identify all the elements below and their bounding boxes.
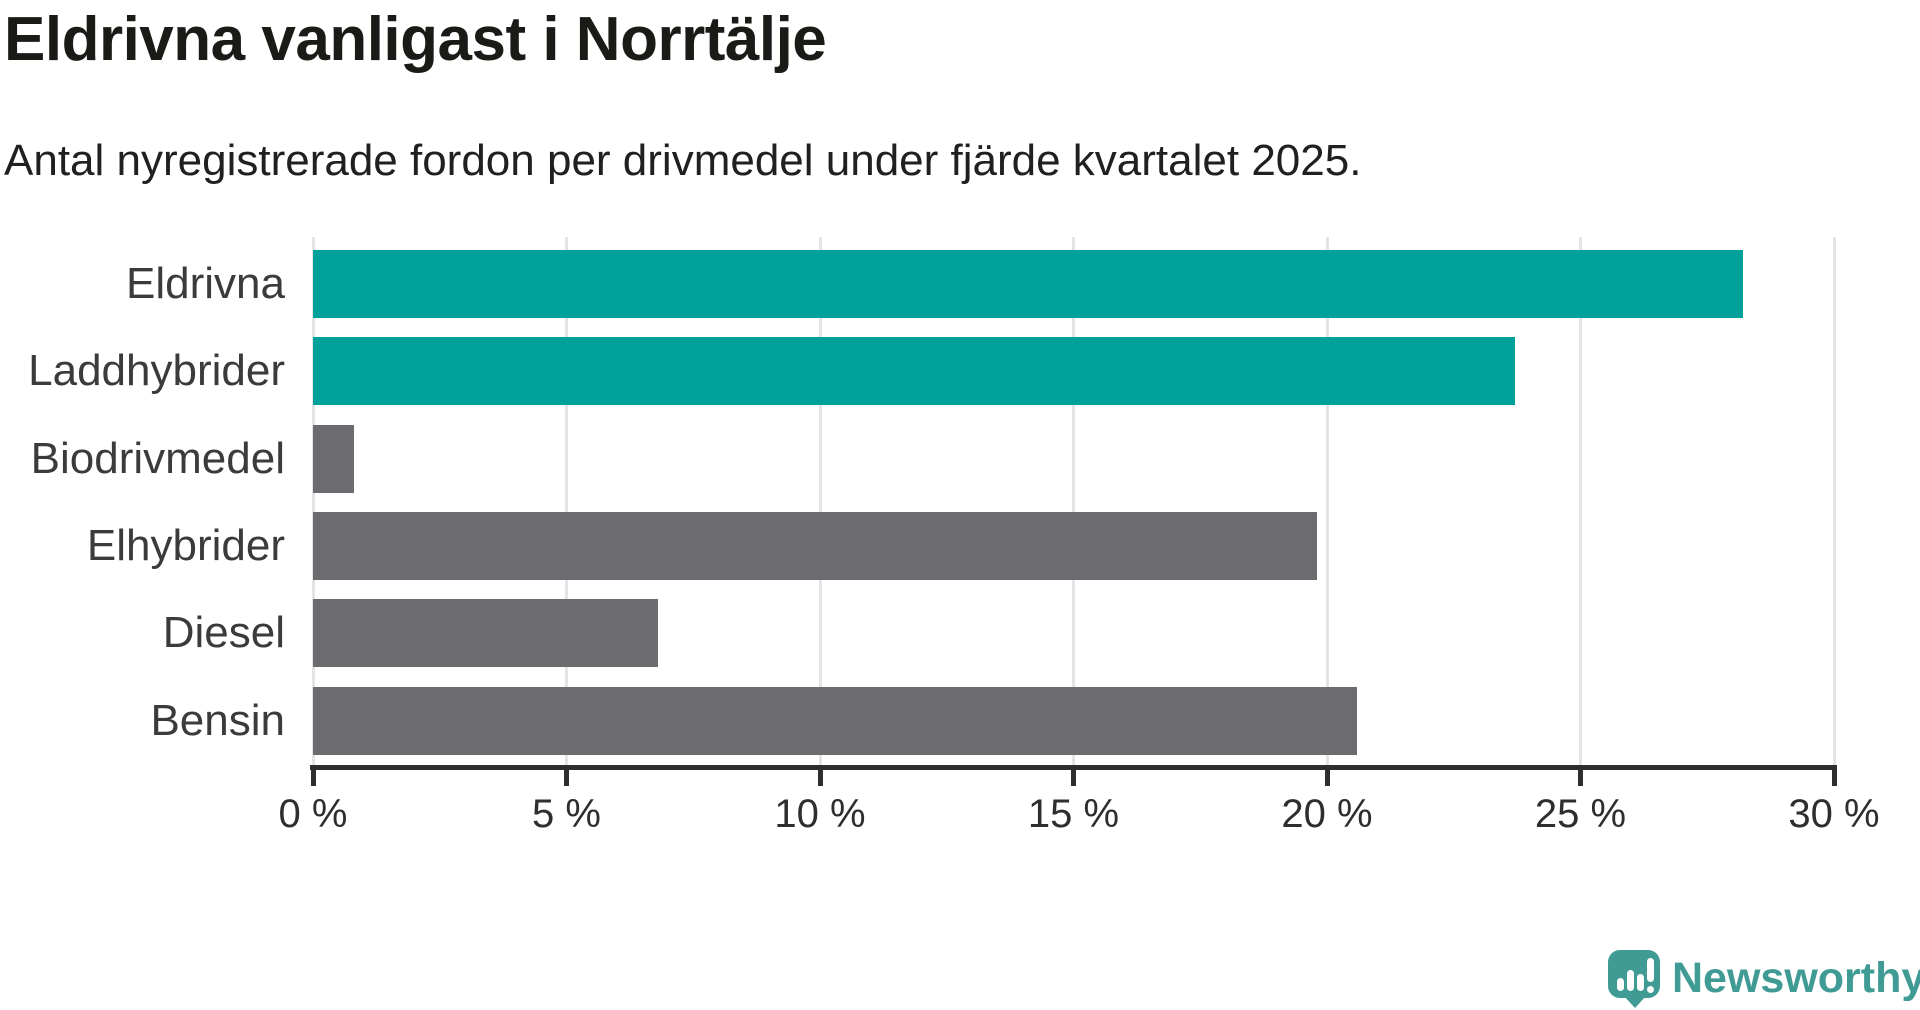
bar-elhybrider bbox=[313, 511, 1317, 580]
x-tick bbox=[817, 770, 823, 786]
gridline bbox=[1072, 237, 1075, 765]
gridline bbox=[311, 237, 315, 765]
y-label-biodrivmedel: Biodrivmedel bbox=[30, 433, 285, 483]
plot-area bbox=[311, 237, 1836, 765]
y-label-elhybrider: Elhybrider bbox=[86, 520, 285, 570]
gridline bbox=[818, 237, 822, 765]
chart-title: Eldrivna vanligast i Norrtälje bbox=[4, 5, 827, 74]
chart-subtitle: Antal nyregistrerade fordon per drivmede… bbox=[4, 136, 1362, 185]
x-tick bbox=[1831, 770, 1837, 786]
x-tick-label: 5 % bbox=[532, 792, 601, 836]
x-tick-label: 10 % bbox=[774, 792, 866, 836]
x-tick-label: 25 % bbox=[1534, 792, 1627, 836]
x-tick bbox=[310, 770, 316, 786]
x-tick-label: 20 % bbox=[1281, 792, 1373, 836]
y-label-eldrivna: Eldrivna bbox=[126, 259, 285, 308]
logo-chart-bar-icon bbox=[1637, 974, 1644, 991]
logo-exclamation-icon bbox=[1647, 958, 1654, 982]
gridline bbox=[1325, 237, 1329, 765]
x-tick bbox=[1324, 770, 1330, 786]
bar-bensin bbox=[313, 686, 1358, 755]
x-tick bbox=[1071, 770, 1076, 786]
x-tick bbox=[564, 770, 569, 786]
gridline bbox=[1579, 237, 1582, 765]
bar-biodrivmedel bbox=[313, 424, 354, 493]
newsworthy-wordmark: Newsworthy bbox=[1672, 954, 1920, 1002]
gridline bbox=[1832, 237, 1836, 765]
gridline bbox=[565, 237, 568, 765]
x-axis-line bbox=[310, 765, 1837, 770]
x-tick-label: 0 % bbox=[278, 792, 348, 836]
y-label-diesel: Diesel bbox=[162, 608, 285, 658]
bar-eldrivna bbox=[313, 250, 1743, 318]
bar-diesel bbox=[313, 599, 658, 668]
bar-laddhybrider bbox=[313, 337, 1515, 406]
newsworthy-bubble-tail bbox=[1624, 996, 1646, 1008]
logo-chart-bar-icon bbox=[1627, 970, 1634, 991]
y-label-bensin: Bensin bbox=[150, 695, 285, 745]
y-label-laddhybrider: Laddhybrider bbox=[28, 346, 285, 396]
x-tick-label: 30 % bbox=[1788, 792, 1880, 836]
newsworthy-logo[interactable]: Newsworthy bbox=[1608, 948, 1920, 1010]
logo-exclamation-dot-icon bbox=[1647, 986, 1654, 993]
x-tick-label: 15 % bbox=[1027, 792, 1120, 836]
x-tick bbox=[1578, 770, 1583, 786]
logo-chart-bar-icon bbox=[1617, 978, 1624, 991]
newsworthy-bubble-icon bbox=[1608, 950, 1660, 998]
